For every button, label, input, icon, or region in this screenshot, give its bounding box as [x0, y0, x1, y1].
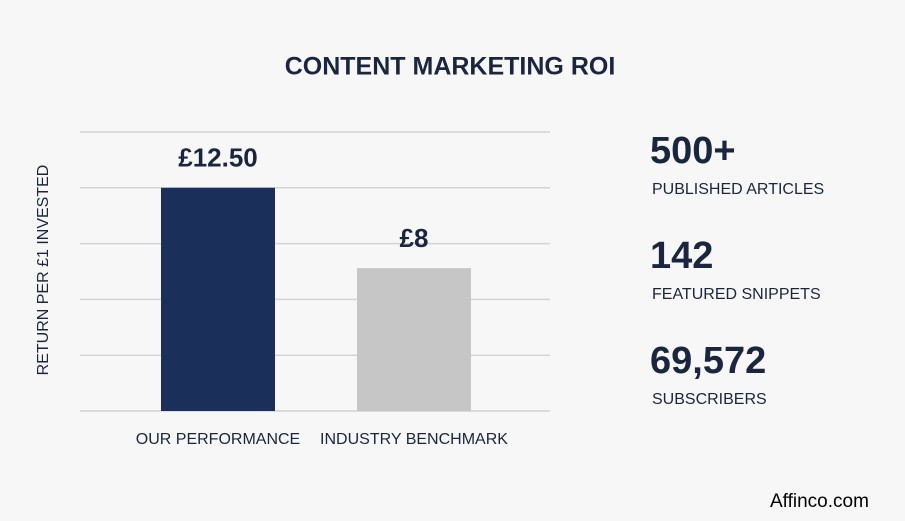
bar — [357, 268, 471, 411]
stat-value: 142 — [650, 235, 713, 277]
bar — [161, 187, 275, 411]
stat-value: 500+ — [650, 130, 736, 172]
y-axis-label: RETURN PER £1 INVESTED — [35, 165, 52, 376]
stat-value: 69,572 — [650, 340, 766, 382]
value-label: £8 — [400, 223, 429, 253]
chart-title: CONTENT MARKETING ROI — [285, 53, 616, 81]
value-label: £12.50 — [178, 143, 258, 173]
x-tick-label: OUR PERFORMANCE — [136, 431, 300, 448]
stat-label: PUBLISHED ARTICLES — [652, 181, 824, 198]
stat-label: FEATURED SNIPPETS — [652, 286, 821, 303]
x-tick-label: INDUSTRY BENCHMARK — [320, 431, 508, 448]
stat-label: SUBSCRIBERS — [652, 391, 767, 408]
footer: Affinco.com — [770, 491, 869, 512]
